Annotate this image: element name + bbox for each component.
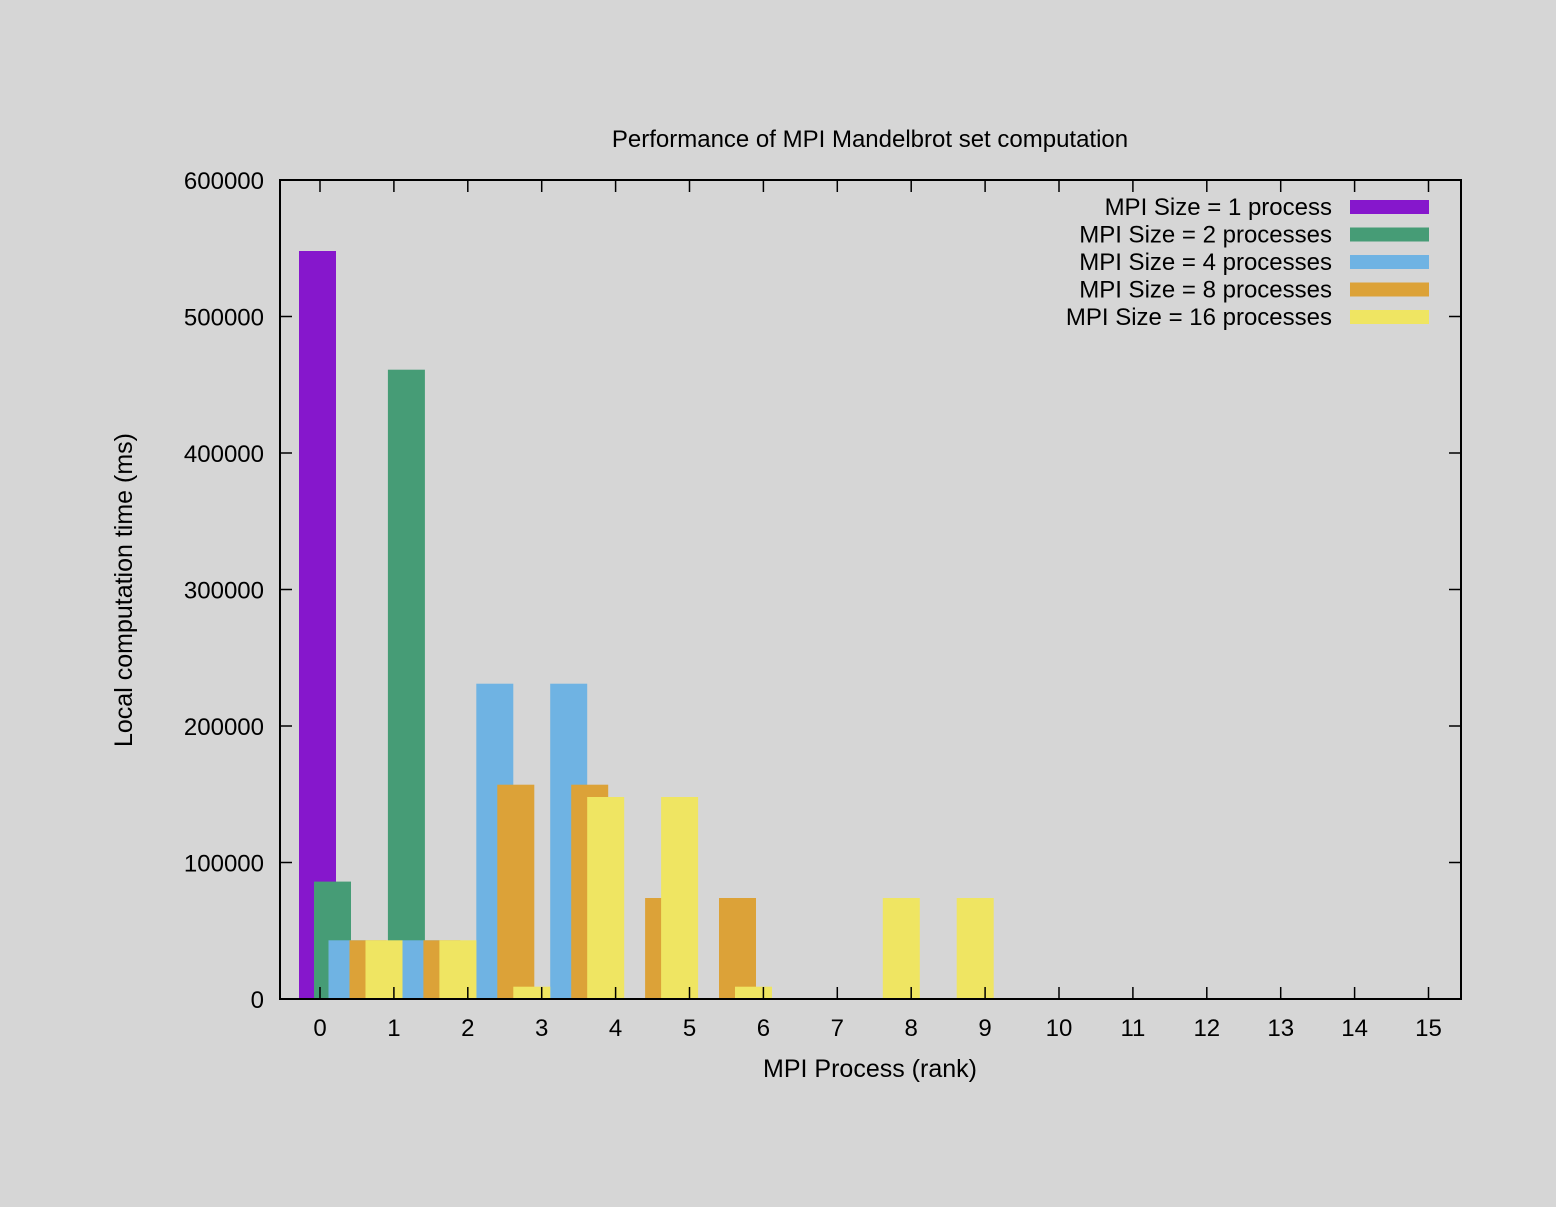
x-tick-label-15: 15: [1415, 1015, 1442, 1042]
bar-series-4-item-3: [587, 797, 625, 999]
y-tick-label-5: 500000: [184, 305, 264, 332]
bars-layer: [299, 251, 994, 999]
legend-label-0: MPI Size = 1 process: [1105, 194, 1332, 221]
x-tick-label-2: 2: [461, 1015, 474, 1042]
x-axis-label: MPI Process (rank): [763, 1055, 977, 1083]
x-tick-label-0: 0: [313, 1015, 326, 1042]
x-tick-label-14: 14: [1341, 1015, 1368, 1042]
x-tick-label-3: 3: [535, 1015, 548, 1042]
legend-swatch-0: [1350, 200, 1429, 214]
legend-label-1: MPI Size = 2 processes: [1079, 222, 1332, 249]
x-tick-label-4: 4: [609, 1015, 622, 1042]
y-tick-label-2: 200000: [184, 714, 264, 741]
y-tick-label-6: 600000: [184, 168, 264, 195]
bar-series-3-item-5: [719, 898, 756, 999]
bar-series-4-item-2: [513, 986, 551, 999]
y-tick-label-1: 100000: [184, 851, 264, 878]
legend-label-2: MPI Size = 4 processes: [1079, 249, 1332, 276]
legend-swatch-4: [1350, 310, 1429, 324]
legend-label-4: MPI Size = 16 processes: [1066, 304, 1332, 331]
legend-swatch-1: [1350, 227, 1429, 242]
bar-series-4-item-0: [365, 940, 403, 999]
x-tick-label-12: 12: [1193, 1015, 1220, 1042]
x-tick-label-6: 6: [757, 1015, 770, 1042]
bar-series-4-item-7: [882, 898, 920, 999]
legend-swatch-3: [1350, 282, 1429, 297]
x-tick-label-5: 5: [683, 1015, 696, 1042]
y-tick-label-4: 400000: [184, 441, 264, 468]
x-tick-label-8: 8: [905, 1015, 918, 1042]
bar-series-4-item-5: [735, 986, 772, 999]
x-tick-label-13: 13: [1267, 1015, 1294, 1042]
x-tick-label-10: 10: [1046, 1015, 1073, 1042]
y-tick-label-0: 0: [251, 987, 264, 1014]
bar-series-1-item-1: [387, 369, 425, 999]
bar-series-0-item-0: [299, 251, 336, 999]
y-axis-label: Local computation time (ms): [110, 433, 138, 747]
legend-label-3: MPI Size = 8 processes: [1079, 277, 1332, 304]
x-tick-label-9: 9: [978, 1015, 991, 1042]
y-tick-label-3: 300000: [184, 578, 264, 605]
x-tick-label-7: 7: [831, 1015, 844, 1042]
x-tick-label-11: 11: [1120, 1015, 1145, 1042]
bar-series-4-item-4: [661, 797, 699, 999]
bar-series-4-item-8: [956, 898, 994, 999]
legend-swatch-2: [1350, 255, 1429, 269]
bar-series-4-item-1: [439, 940, 477, 999]
x-tick-label-1: 1: [387, 1015, 400, 1042]
chart-title: Performance of MPI Mandelbrot set comput…: [612, 126, 1128, 153]
bar-series-3-item-2: [497, 784, 535, 999]
